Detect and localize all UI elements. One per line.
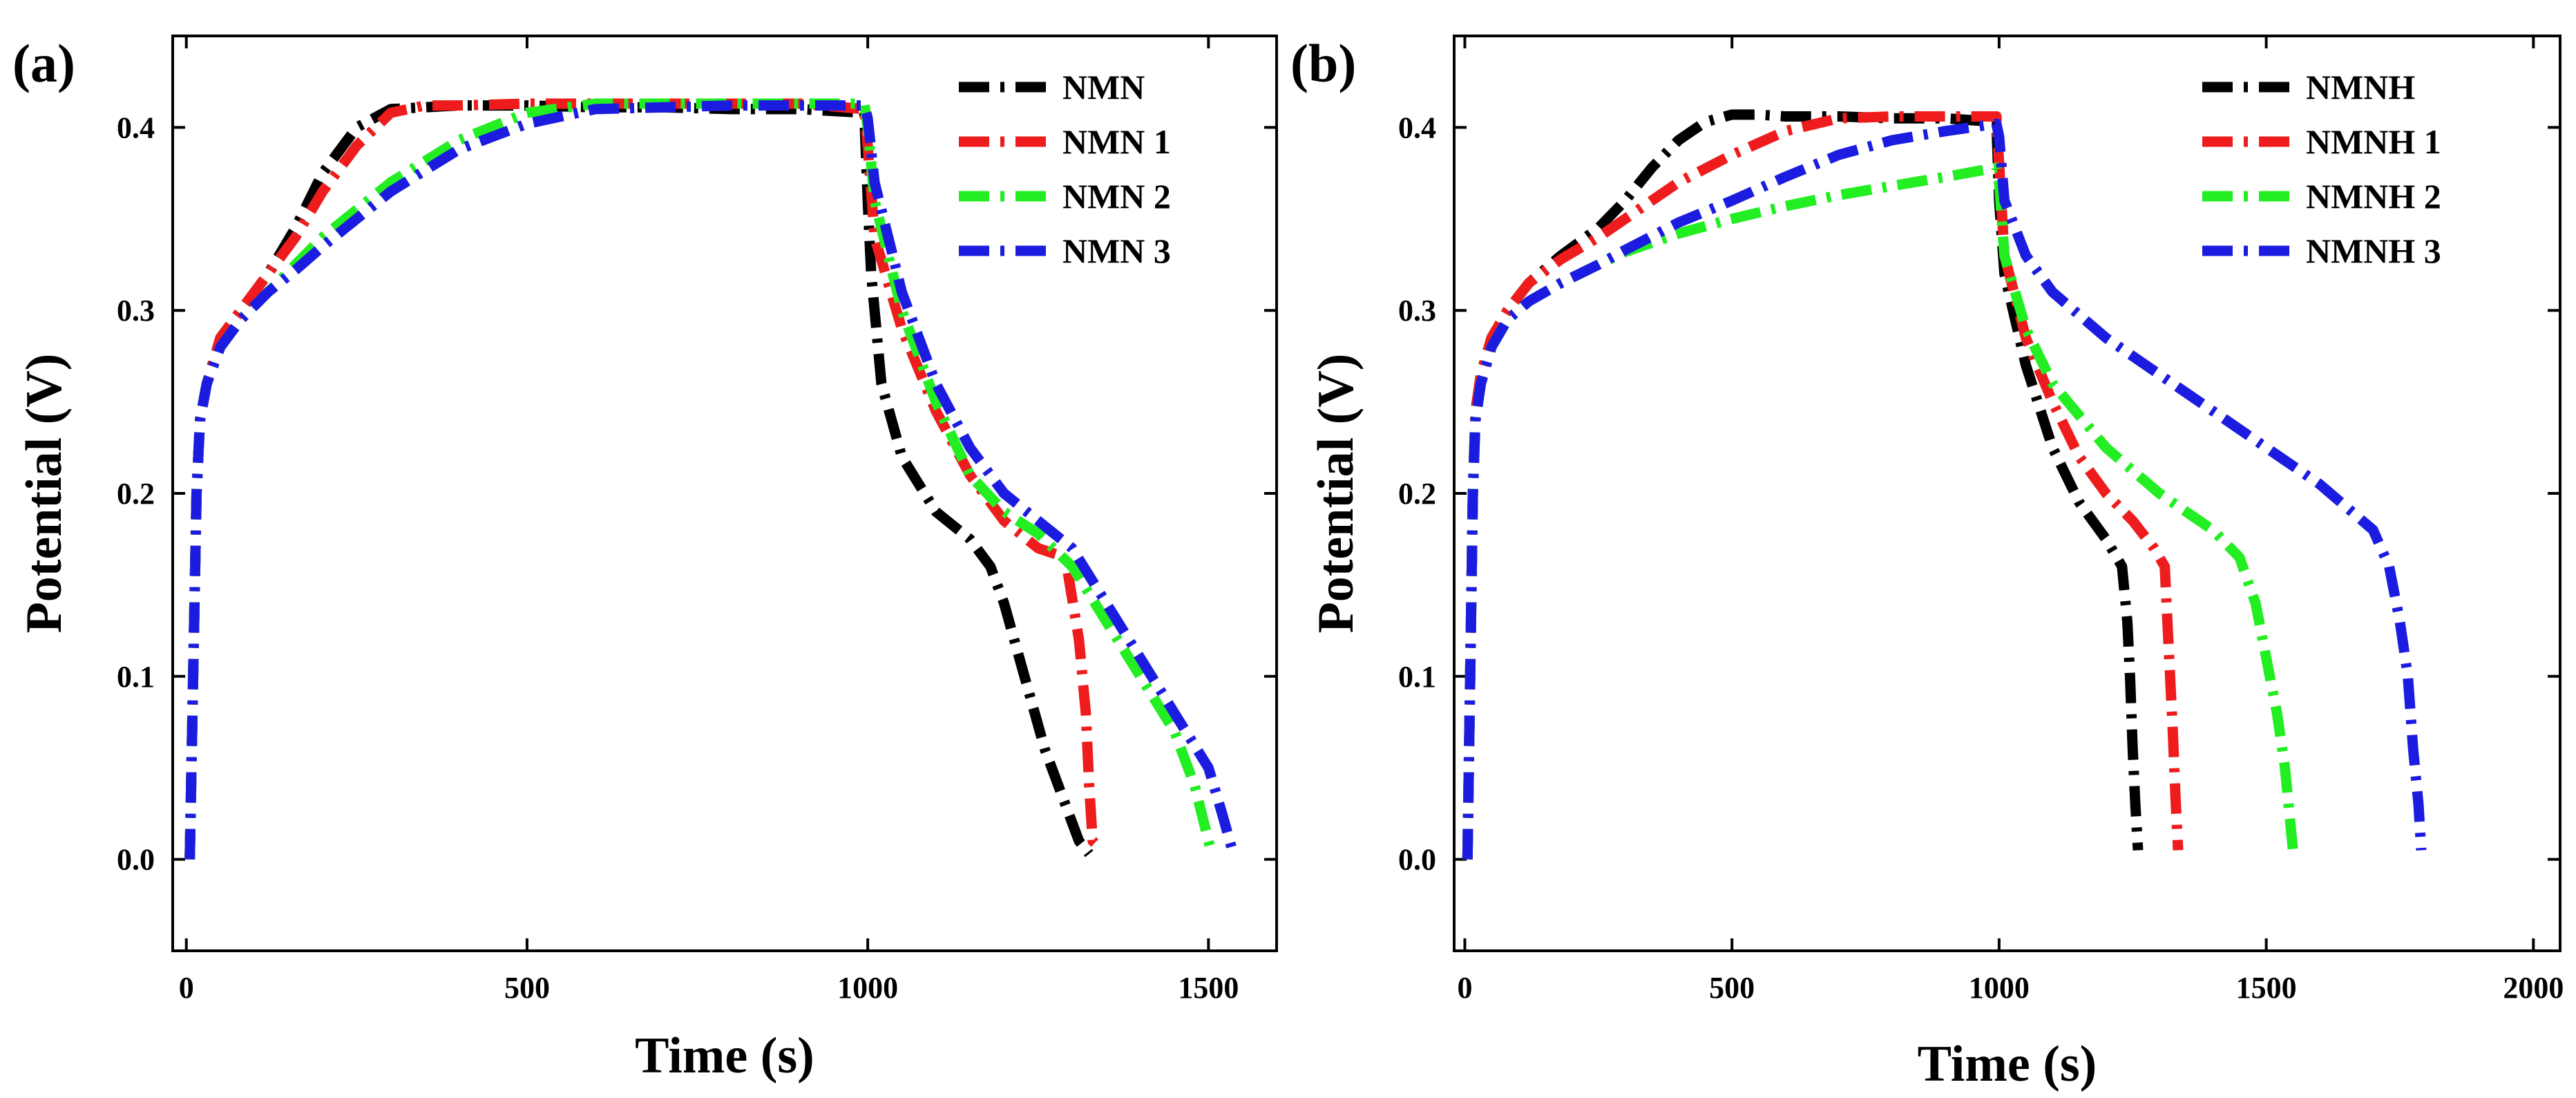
y-tick-label: 0.3 [1398, 294, 1436, 328]
x-tick-label: 1500 [2236, 971, 2297, 1005]
y-tick-label: 0.3 [117, 294, 155, 328]
y-tick-label: 0.4 [1398, 111, 1436, 144]
y-tick-label: 0.0 [1398, 843, 1436, 877]
panel-a: 0 500 1000 1500 0.0 0.1 0.2 0.3 0.4 NMN NMN 1 NMN 2… [12, 33, 1278, 1084]
x-tick-label: 0 [1457, 971, 1472, 1005]
x-tick-label: 1500 [1178, 971, 1239, 1005]
y-axis-title: Potential (V) [16, 354, 73, 634]
series-line-nmnh-3 [1462, 118, 2427, 860]
plot-frame [1453, 35, 2561, 952]
legend-label: NMN 3 [1062, 231, 1171, 270]
series-line-nmn [184, 100, 1094, 860]
legend-label: NMNH 1 [2306, 122, 2441, 161]
y-tick-label: 0.2 [117, 477, 155, 511]
series-line-nmn-1 [184, 98, 1107, 860]
y-axis-title: Potential (V) [1308, 354, 1364, 634]
x-tick-label: 500 [1709, 971, 1755, 1005]
legend-label: NMN 2 [1062, 177, 1171, 216]
y-tick-label: 0.4 [117, 111, 155, 144]
legend-label: NMNH [2306, 68, 2415, 106]
series-line-nmn-2 [184, 98, 1217, 860]
panel-b: 0 500 1000 1500 2000 0.0 0.1 0.2 0.3 0.4 NMNH NMNH … [1290, 33, 2564, 1092]
x-tick-label: 1000 [837, 971, 898, 1005]
series-line-nmnh [1462, 109, 2144, 860]
y-tick-label: 0.0 [117, 843, 155, 877]
panel-label: (a) [12, 33, 75, 93]
x-axis-title: Time (s) [635, 1028, 814, 1084]
legend-label: NMNH 3 [2306, 231, 2441, 270]
x-tick-label: 0 [179, 971, 194, 1005]
series-line-nmn-3 [184, 100, 1238, 860]
legend-label: NMNH 2 [2306, 177, 2441, 216]
y-tick-label: 0.1 [117, 660, 155, 694]
x-tick-label: 2000 [2503, 971, 2564, 1005]
x-tick-label: 1000 [1969, 971, 2030, 1005]
x-tick-label: 500 [504, 971, 550, 1005]
legend-label: NMN [1062, 68, 1145, 106]
y-tick-label: 0.1 [1398, 660, 1436, 694]
plot-frame [171, 35, 1278, 952]
y-tick-label: 0.2 [1398, 477, 1436, 511]
legend-label: NMN 1 [1062, 122, 1171, 161]
panel-label: (b) [1290, 33, 1356, 93]
x-axis-title: Time (s) [1918, 1036, 2097, 1092]
